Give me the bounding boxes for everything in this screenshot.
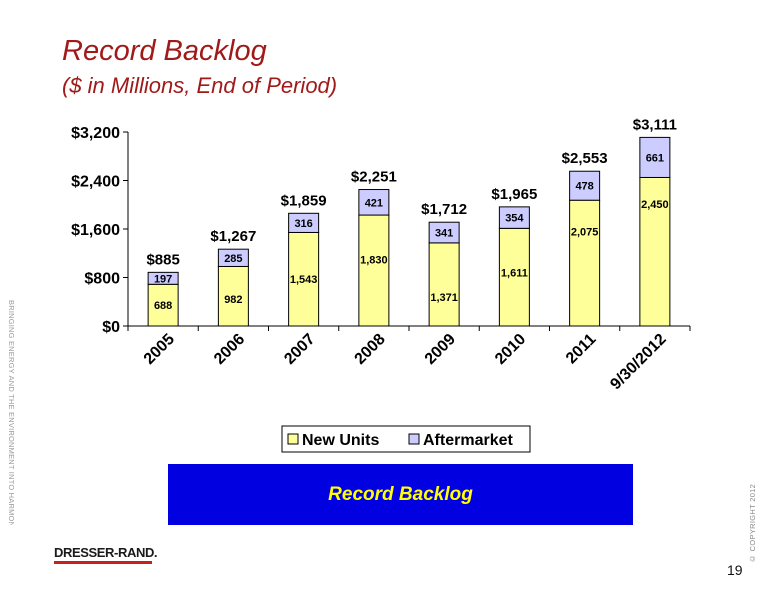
slide-subtitle: ($ in Millions, End of Period) (62, 73, 338, 98)
bar-total-label: $3,111 (633, 116, 677, 133)
bar-label-new-units: 2,450 (641, 199, 669, 211)
x-tick-label: 2008 (352, 331, 389, 368)
bar-label-new-units: 1,830 (360, 254, 388, 266)
bar-total-label: $1,712 (421, 201, 467, 218)
bar-aftermarket (498, 206, 530, 229)
bar-label-aftermarket: 478 (575, 181, 593, 193)
x-tick-label: 2009 (422, 331, 459, 368)
legend-swatch-aftermarket (408, 433, 420, 445)
bar-label-aftermarket: 421 (365, 197, 383, 209)
legend-box (281, 425, 531, 453)
bar-total-label: $2,251 (351, 169, 397, 186)
x-tick-label: 2007 (281, 331, 318, 368)
y-tick-label: $0 (102, 319, 120, 336)
copyright-text: © COPYRIGHT 2012 (748, 483, 757, 563)
bar-total-label: $1,859 (281, 192, 327, 209)
tagline-vertical: BRINGING ENERGY AND THE ENVIRONMENT INTO… (7, 300, 16, 525)
bar-label-aftermarket: 341 (435, 228, 453, 240)
bar-label-new-units: 688 (154, 300, 172, 312)
page-number: 19 (727, 562, 743, 578)
bar-aftermarket (428, 221, 460, 244)
y-tick-label: $800 (84, 271, 120, 288)
bar-label-aftermarket: 285 (224, 253, 242, 265)
bar-new-units (498, 227, 530, 327)
bar-total-label: $1,965 (491, 186, 537, 203)
bar-label-aftermarket: 197 (154, 273, 172, 285)
bar-aftermarket (569, 170, 601, 201)
bar-label-new-units: 2,075 (571, 227, 599, 239)
bar-new-units (358, 214, 390, 327)
bar-new-units (569, 199, 601, 327)
bar-new-units (217, 265, 249, 327)
y-tick-label: $3,200 (71, 125, 120, 142)
bar-total-label: $1,267 (210, 228, 256, 245)
logo-underline (54, 561, 152, 564)
bar-aftermarket (288, 212, 320, 233)
bar-aftermarket (639, 136, 671, 178)
bar-new-units (288, 231, 320, 327)
bar-label-new-units: 982 (224, 294, 242, 306)
bar-new-units (147, 283, 179, 327)
x-tick-label: 2010 (492, 331, 529, 368)
bar-label-new-units: 1,611 (501, 267, 528, 279)
legend-label-new-units: New Units (302, 432, 379, 449)
bar-label-aftermarket: 354 (505, 213, 524, 225)
bar-total-label: $2,553 (562, 150, 608, 167)
y-tick-label: $2,400 (71, 174, 120, 191)
record-backlog-banner: Record Backlog (168, 464, 633, 525)
x-tick-label: 9/30/2012 (607, 331, 669, 393)
banner-text: Record Backlog (328, 483, 473, 505)
company-logo: DRESSER-RAND. (54, 545, 158, 560)
bar-label-new-units: 1,543 (290, 274, 318, 286)
slide-title: Record Backlog (62, 35, 267, 67)
bar-aftermarket (217, 248, 249, 267)
backlog-chart: $0 $800 $1,600 $2,400 $3,200 688 197 $885 2005 98… (71, 116, 691, 453)
bar-aftermarket (147, 271, 179, 285)
bar-label-aftermarket: 316 (294, 218, 312, 230)
bar-label-aftermarket: 661 (646, 152, 664, 164)
bar-aftermarket (358, 189, 390, 216)
bar-label-new-units: 1,371 (430, 292, 458, 304)
bar-total-label: $885 (146, 251, 179, 268)
legend-swatch-new-units (287, 433, 299, 445)
legend-label-aftermarket: Aftermarket (423, 432, 513, 449)
x-tick-label: 2006 (211, 331, 248, 368)
y-tick-label: $1,600 (71, 222, 120, 239)
x-tick-label: 2005 (141, 331, 178, 368)
x-tick-label: 2011 (563, 331, 600, 368)
bar-new-units (639, 176, 671, 327)
bar-new-units (428, 242, 460, 327)
